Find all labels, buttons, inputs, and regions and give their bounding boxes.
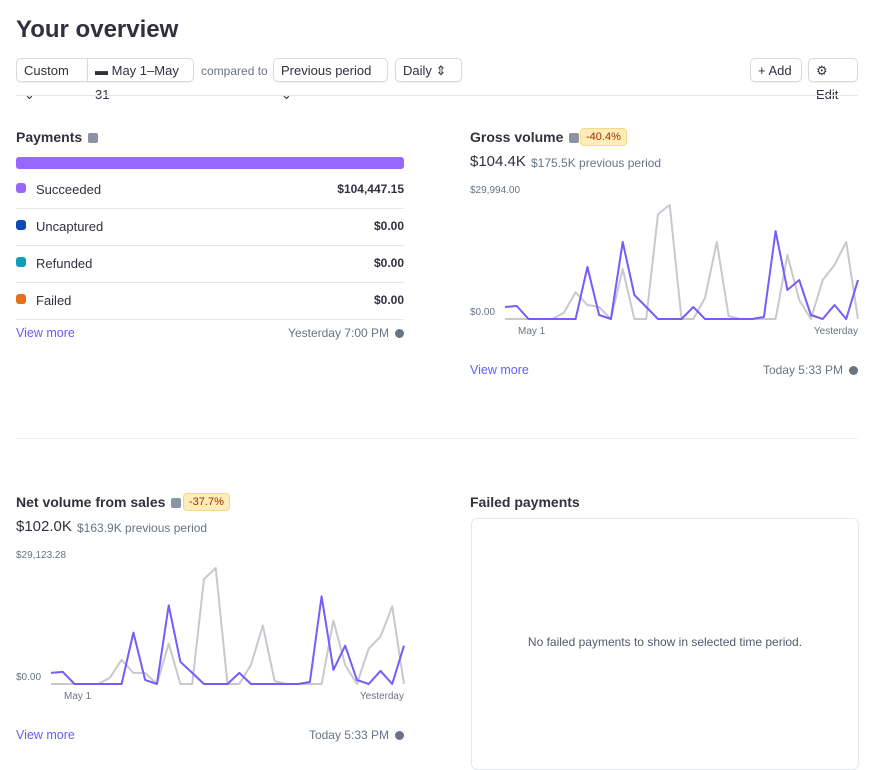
net-change: -37.7% xyxy=(183,493,230,511)
status-value: $104,447.15 xyxy=(337,182,404,196)
x-tick-label: May 1 xyxy=(64,691,92,702)
payment-row: Uncaptured $0.00 xyxy=(16,208,404,246)
status-dot xyxy=(16,257,26,267)
info-icon xyxy=(88,133,99,144)
gross-updated: Today 5:33 PM xyxy=(763,363,858,377)
gross-change: -40.4% xyxy=(580,128,627,146)
add-label: Add xyxy=(768,63,792,78)
status-value: $0.00 xyxy=(373,256,404,270)
status-label: Succeeded xyxy=(36,182,102,197)
range-type-select[interactable]: Custom ⌄ xyxy=(16,58,88,102)
edit-button[interactable]: ⚙ Edit xyxy=(808,58,858,102)
net-title-text: Net volume from sales xyxy=(16,494,166,510)
gross-updated-text: Today 5:33 PM xyxy=(762,363,843,377)
add-button[interactable]: + Add xyxy=(750,58,802,82)
net-chart: $0.00 $29,123.28 May 1 Yesterday xyxy=(16,550,405,702)
payments-bar xyxy=(16,157,404,169)
series-line xyxy=(505,204,859,320)
series-line xyxy=(50,595,405,685)
date-range: May 1–May 31 xyxy=(95,63,179,102)
divider xyxy=(16,438,858,439)
gross-view-more[interactable]: View more xyxy=(470,363,529,377)
payments-title: Payments xyxy=(16,129,99,145)
status-label: Uncaptured xyxy=(36,219,104,234)
payments-title-text: Payments xyxy=(16,129,83,145)
x-tick-label: Yesterday xyxy=(814,326,858,337)
comparison-select[interactable]: Previous period ⌄ xyxy=(273,58,388,102)
gross-previous: $175.5K previous period xyxy=(531,156,662,170)
series-line xyxy=(504,230,859,320)
y-tick-label: $0.00 xyxy=(470,307,495,318)
payments-updated: Yesterday 7:00 PM xyxy=(288,326,404,340)
status-value: $0.00 xyxy=(373,293,404,307)
info-icon xyxy=(171,498,182,509)
clock-icon xyxy=(395,731,404,741)
range-type: Custom xyxy=(24,63,69,78)
net-updated-text: Today 5:33 PM xyxy=(308,728,389,742)
failed-panel: No failed payments to show in selected t… xyxy=(471,518,859,770)
status-dot xyxy=(16,183,26,193)
status-dot xyxy=(16,294,26,304)
status-label: Failed xyxy=(36,293,72,308)
gross-title: Gross volume xyxy=(470,129,580,145)
y-tick-label: $29,123.28 xyxy=(16,550,66,561)
net-previous: $163.9K previous period xyxy=(77,521,208,535)
compared-to: compared to xyxy=(201,64,268,78)
status-label: Refunded xyxy=(36,256,93,271)
clock-icon xyxy=(395,329,404,339)
page-title: Your overview xyxy=(16,16,179,43)
interval-select[interactable]: Daily ⇕ xyxy=(395,58,462,82)
status-dot xyxy=(16,220,26,230)
gross-value: $104.4K xyxy=(470,153,526,170)
gross-title-text: Gross volume xyxy=(470,129,564,145)
y-tick-label: $0.00 xyxy=(16,672,41,683)
x-tick-label: May 1 xyxy=(518,326,546,337)
edit-label: Edit xyxy=(816,87,839,102)
info-icon xyxy=(569,133,580,144)
comparison: Previous period xyxy=(281,63,372,78)
failed-message: No failed payments to show in selected t… xyxy=(527,635,803,649)
net-title: Net volume from sales xyxy=(16,494,182,510)
payment-row: Failed $0.00 xyxy=(16,282,404,320)
date-range-button[interactable]: ▬ May 1–May 31 xyxy=(87,58,194,102)
status-value: $0.00 xyxy=(373,219,404,233)
net-value: $102.0K xyxy=(16,518,72,535)
x-tick-label: Yesterday xyxy=(360,691,404,702)
interval: Daily xyxy=(403,63,432,78)
divider xyxy=(16,95,858,96)
failed-title: Failed payments xyxy=(470,494,580,510)
payment-row: Refunded $0.00 xyxy=(16,245,404,283)
payments-updated-text: Yesterday 7:00 PM xyxy=(288,326,389,340)
gross-chart: $0.00 $29,994.00 May 1 Yesterday xyxy=(470,185,859,337)
payments-view-more[interactable]: View more xyxy=(16,326,75,340)
payment-row: Succeeded $104,447.15 xyxy=(16,171,404,209)
net-updated: Today 5:33 PM xyxy=(309,728,404,742)
net-view-more[interactable]: View more xyxy=(16,728,75,742)
y-tick-label: $29,994.00 xyxy=(470,185,520,196)
series-line xyxy=(51,567,405,685)
clock-icon xyxy=(849,366,858,376)
